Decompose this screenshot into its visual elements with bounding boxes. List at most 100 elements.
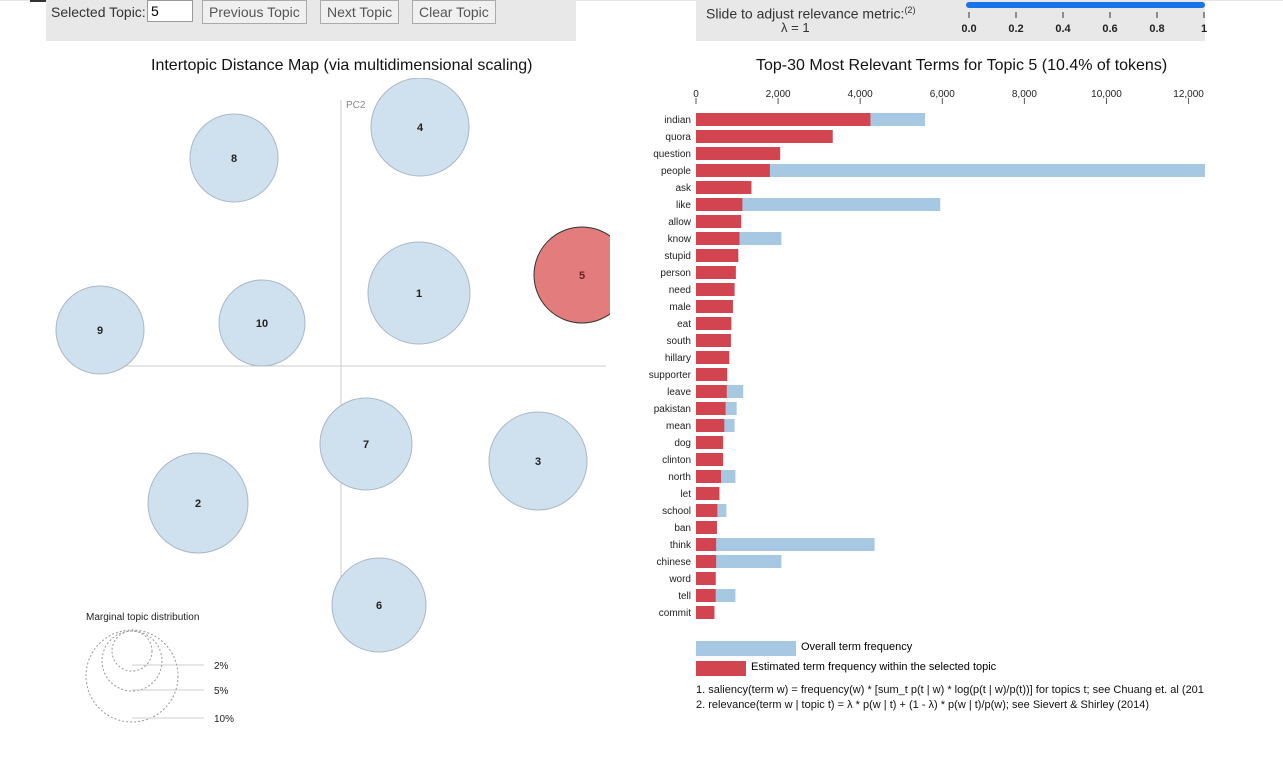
bar-topic bbox=[696, 130, 833, 143]
term-label[interactable]: male bbox=[669, 302, 691, 313]
term-label[interactable]: mean bbox=[666, 421, 691, 432]
bar-topic bbox=[696, 266, 736, 279]
selected-topic-input[interactable] bbox=[147, 0, 193, 22]
slider-label: Slide to adjust relevance metric:(2) bbox=[706, 5, 915, 22]
topic-circle-4[interactable] bbox=[370, 78, 470, 177]
term-label[interactable]: north bbox=[668, 472, 691, 483]
bar-topic bbox=[696, 538, 717, 551]
legend-topic-label: Estimated term frequency within the sele… bbox=[751, 661, 997, 673]
term-label[interactable]: pakistan bbox=[654, 404, 691, 415]
selected-topic-label: Selected Topic: bbox=[51, 4, 146, 20]
term-label[interactable]: indian bbox=[664, 115, 691, 126]
bar-overall bbox=[696, 164, 1205, 177]
topic-circle-label: 1 bbox=[416, 288, 422, 300]
term-label[interactable]: ban bbox=[674, 523, 691, 534]
bar-topic bbox=[696, 351, 730, 364]
legend-overall-swatch bbox=[696, 641, 796, 656]
slider-tick-label: 0.6 bbox=[1102, 23, 1117, 35]
marginal-ring bbox=[101, 630, 163, 692]
intertopic-map-title: Intertopic Distance Map (via multidimens… bbox=[151, 57, 533, 74]
x-tick-label: 12,000 bbox=[1173, 89, 1204, 100]
legend-topic-swatch bbox=[696, 661, 746, 676]
term-label[interactable]: supporter bbox=[649, 370, 692, 381]
bar-topic bbox=[696, 504, 718, 517]
previous-topic-button[interactable]: Previous Topic bbox=[202, 0, 307, 24]
topic-circle-7[interactable] bbox=[319, 397, 413, 491]
term-label[interactable]: know bbox=[668, 234, 692, 245]
topic-circle-9[interactable] bbox=[55, 285, 145, 375]
bar-topic bbox=[696, 572, 716, 585]
term-label[interactable]: dog bbox=[674, 438, 691, 449]
marginal-label: 2% bbox=[214, 661, 229, 672]
bar-topic bbox=[696, 402, 726, 415]
bar-topic bbox=[696, 300, 733, 313]
term-label[interactable]: stupid bbox=[664, 251, 691, 262]
bar-topic bbox=[696, 113, 871, 126]
clear-topic-button[interactable]: Clear Topic bbox=[412, 0, 496, 24]
topic-circle-label: 5 bbox=[579, 270, 585, 282]
topic-circle-2[interactable] bbox=[147, 452, 249, 554]
terms-chart-title: Top-30 Most Relevant Terms for Topic 5 (… bbox=[756, 57, 1168, 74]
slider-tick-label: 0.4 bbox=[1055, 23, 1071, 35]
next-topic-button[interactable]: Next Topic bbox=[320, 0, 400, 24]
bar-topic bbox=[696, 470, 722, 483]
x-tick-label: 10,000 bbox=[1091, 89, 1122, 100]
term-label[interactable]: chinese bbox=[657, 557, 692, 568]
topic-circle-6[interactable] bbox=[331, 557, 427, 653]
bar-topic bbox=[696, 164, 770, 177]
term-label[interactable]: question bbox=[653, 149, 691, 160]
bar-topic bbox=[696, 232, 740, 245]
term-label[interactable]: quora bbox=[665, 132, 691, 143]
term-label[interactable]: ask bbox=[675, 183, 692, 194]
term-label[interactable]: need bbox=[669, 285, 691, 296]
term-label[interactable]: south bbox=[667, 336, 691, 347]
term-label[interactable]: school bbox=[662, 506, 691, 517]
topic-circle-label: 10 bbox=[256, 318, 268, 330]
slider-label-text: Slide to adjust relevance metric: bbox=[706, 5, 905, 22]
term-label[interactable]: hillary bbox=[665, 353, 691, 364]
topic-circle-3[interactable] bbox=[488, 411, 588, 511]
slider-tick-label: 0.0 bbox=[962, 23, 977, 35]
bar-topic bbox=[696, 147, 781, 160]
term-label[interactable]: eat bbox=[677, 319, 691, 330]
term-label[interactable]: allow bbox=[668, 217, 692, 228]
legend-overall-label: Overall term frequency bbox=[801, 641, 913, 653]
topic-circle-label: 6 bbox=[376, 600, 382, 612]
bar-topic bbox=[696, 317, 732, 330]
topic-circle-10[interactable] bbox=[218, 279, 306, 367]
relevance-slider[interactable] bbox=[966, 2, 1205, 8]
slider-ticks: 0.0 0.2 0.4 0.6 0.8 1 bbox=[962, 12, 1207, 35]
term-label[interactable]: leave bbox=[667, 387, 691, 398]
footnote-relevance: 2. relevance(term w | topic t) = λ * p(w… bbox=[696, 699, 1149, 711]
term-label[interactable]: tell bbox=[678, 591, 691, 602]
topic-circle-1[interactable] bbox=[367, 241, 471, 345]
topic-circle-8[interactable] bbox=[189, 113, 279, 203]
term-label[interactable]: commit bbox=[659, 608, 691, 619]
bar-topic bbox=[696, 198, 743, 211]
lambda-value: λ = 1 bbox=[781, 20, 810, 35]
term-label[interactable]: like bbox=[676, 200, 691, 211]
x-tick-label: 0 bbox=[693, 89, 699, 100]
relevance-controls: Slide to adjust relevance metric:(2) λ =… bbox=[696, 0, 1207, 41]
x-tick-label: 6,000 bbox=[930, 89, 955, 100]
bar-topic bbox=[696, 606, 715, 619]
term-label[interactable]: think bbox=[670, 540, 692, 551]
bar-topic bbox=[696, 249, 739, 262]
bar-topic bbox=[696, 283, 735, 296]
bar-topic bbox=[696, 215, 742, 228]
term-label[interactable]: person bbox=[660, 268, 691, 279]
marginal-label: 10% bbox=[214, 714, 234, 725]
term-label[interactable]: people bbox=[661, 166, 691, 177]
topic-circle-label: 4 bbox=[417, 122, 424, 134]
term-label[interactable]: word bbox=[668, 574, 691, 585]
bar-topic bbox=[696, 368, 728, 381]
intertopic-distance-map: PC2PC112345678910Marginal topic distribu… bbox=[55, 78, 610, 725]
term-label[interactable]: clinton bbox=[662, 455, 691, 466]
term-label[interactable]: let bbox=[680, 489, 691, 500]
bar-topic bbox=[696, 334, 731, 347]
slider-tick-label: 0.2 bbox=[1008, 23, 1023, 35]
marginal-ring bbox=[85, 629, 179, 723]
topic-circle-5[interactable] bbox=[533, 226, 610, 324]
x-tick-label: 4,000 bbox=[848, 89, 873, 100]
bar-topic bbox=[696, 521, 717, 534]
